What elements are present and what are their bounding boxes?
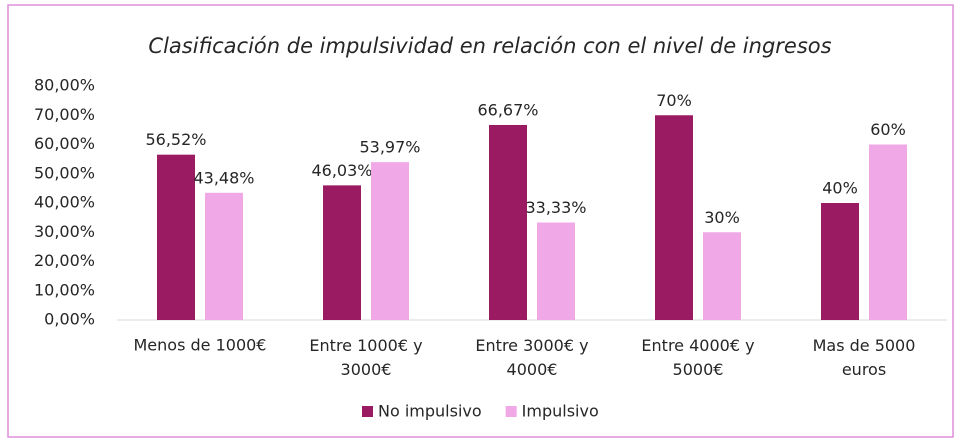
y-tick-label: 80,00% — [34, 76, 95, 95]
y-tick-label: 0,00% — [44, 310, 95, 329]
value-label: 66,67% — [477, 100, 538, 119]
bar — [371, 162, 409, 320]
bar — [205, 192, 243, 320]
y-tick-label: 10,00% — [34, 280, 95, 299]
value-label: 46,03% — [311, 161, 372, 180]
bar — [869, 144, 907, 320]
bar — [323, 185, 361, 320]
x-tick-label: Menos de 1000€ — [134, 336, 267, 355]
value-label: 30% — [704, 208, 740, 227]
value-label: 53,97% — [359, 138, 420, 157]
chart-title: Clasificación de impulsividad en relació… — [148, 34, 831, 58]
bar — [655, 115, 693, 320]
value-label: 33,33% — [525, 198, 586, 217]
chart-border — [7, 4, 954, 438]
bar — [821, 203, 859, 320]
bar — [703, 232, 741, 320]
bar — [537, 222, 575, 320]
bar — [489, 124, 527, 320]
legend-swatch — [362, 406, 373, 417]
value-label: 70% — [656, 91, 692, 110]
legend-label: No impulsivo — [378, 402, 482, 421]
value-label: 40% — [822, 179, 858, 198]
value-label: 43,48% — [193, 168, 254, 187]
y-tick-label: 40,00% — [34, 193, 95, 212]
x-tick-label: Entre 3000€ y 4000€ — [475, 336, 588, 379]
legend-swatch — [505, 406, 517, 417]
bar — [157, 154, 195, 320]
y-tick-label: 60,00% — [34, 134, 95, 153]
y-tick-label: 30,00% — [34, 222, 95, 241]
x-tick-label: Mas de 5000 euros — [813, 336, 916, 379]
legend-label: Impulsivo — [522, 402, 599, 421]
x-tick-label: Entre 4000€ y 5000€ — [641, 336, 754, 379]
x-tick-label: Entre 1000€ y 3000€ — [309, 336, 422, 379]
value-label: 56,52% — [145, 130, 206, 149]
y-tick-label: 50,00% — [34, 163, 95, 182]
y-tick-label: 20,00% — [34, 251, 95, 270]
value-label: 60% — [870, 120, 906, 139]
y-tick-label: 70,00% — [34, 105, 95, 124]
